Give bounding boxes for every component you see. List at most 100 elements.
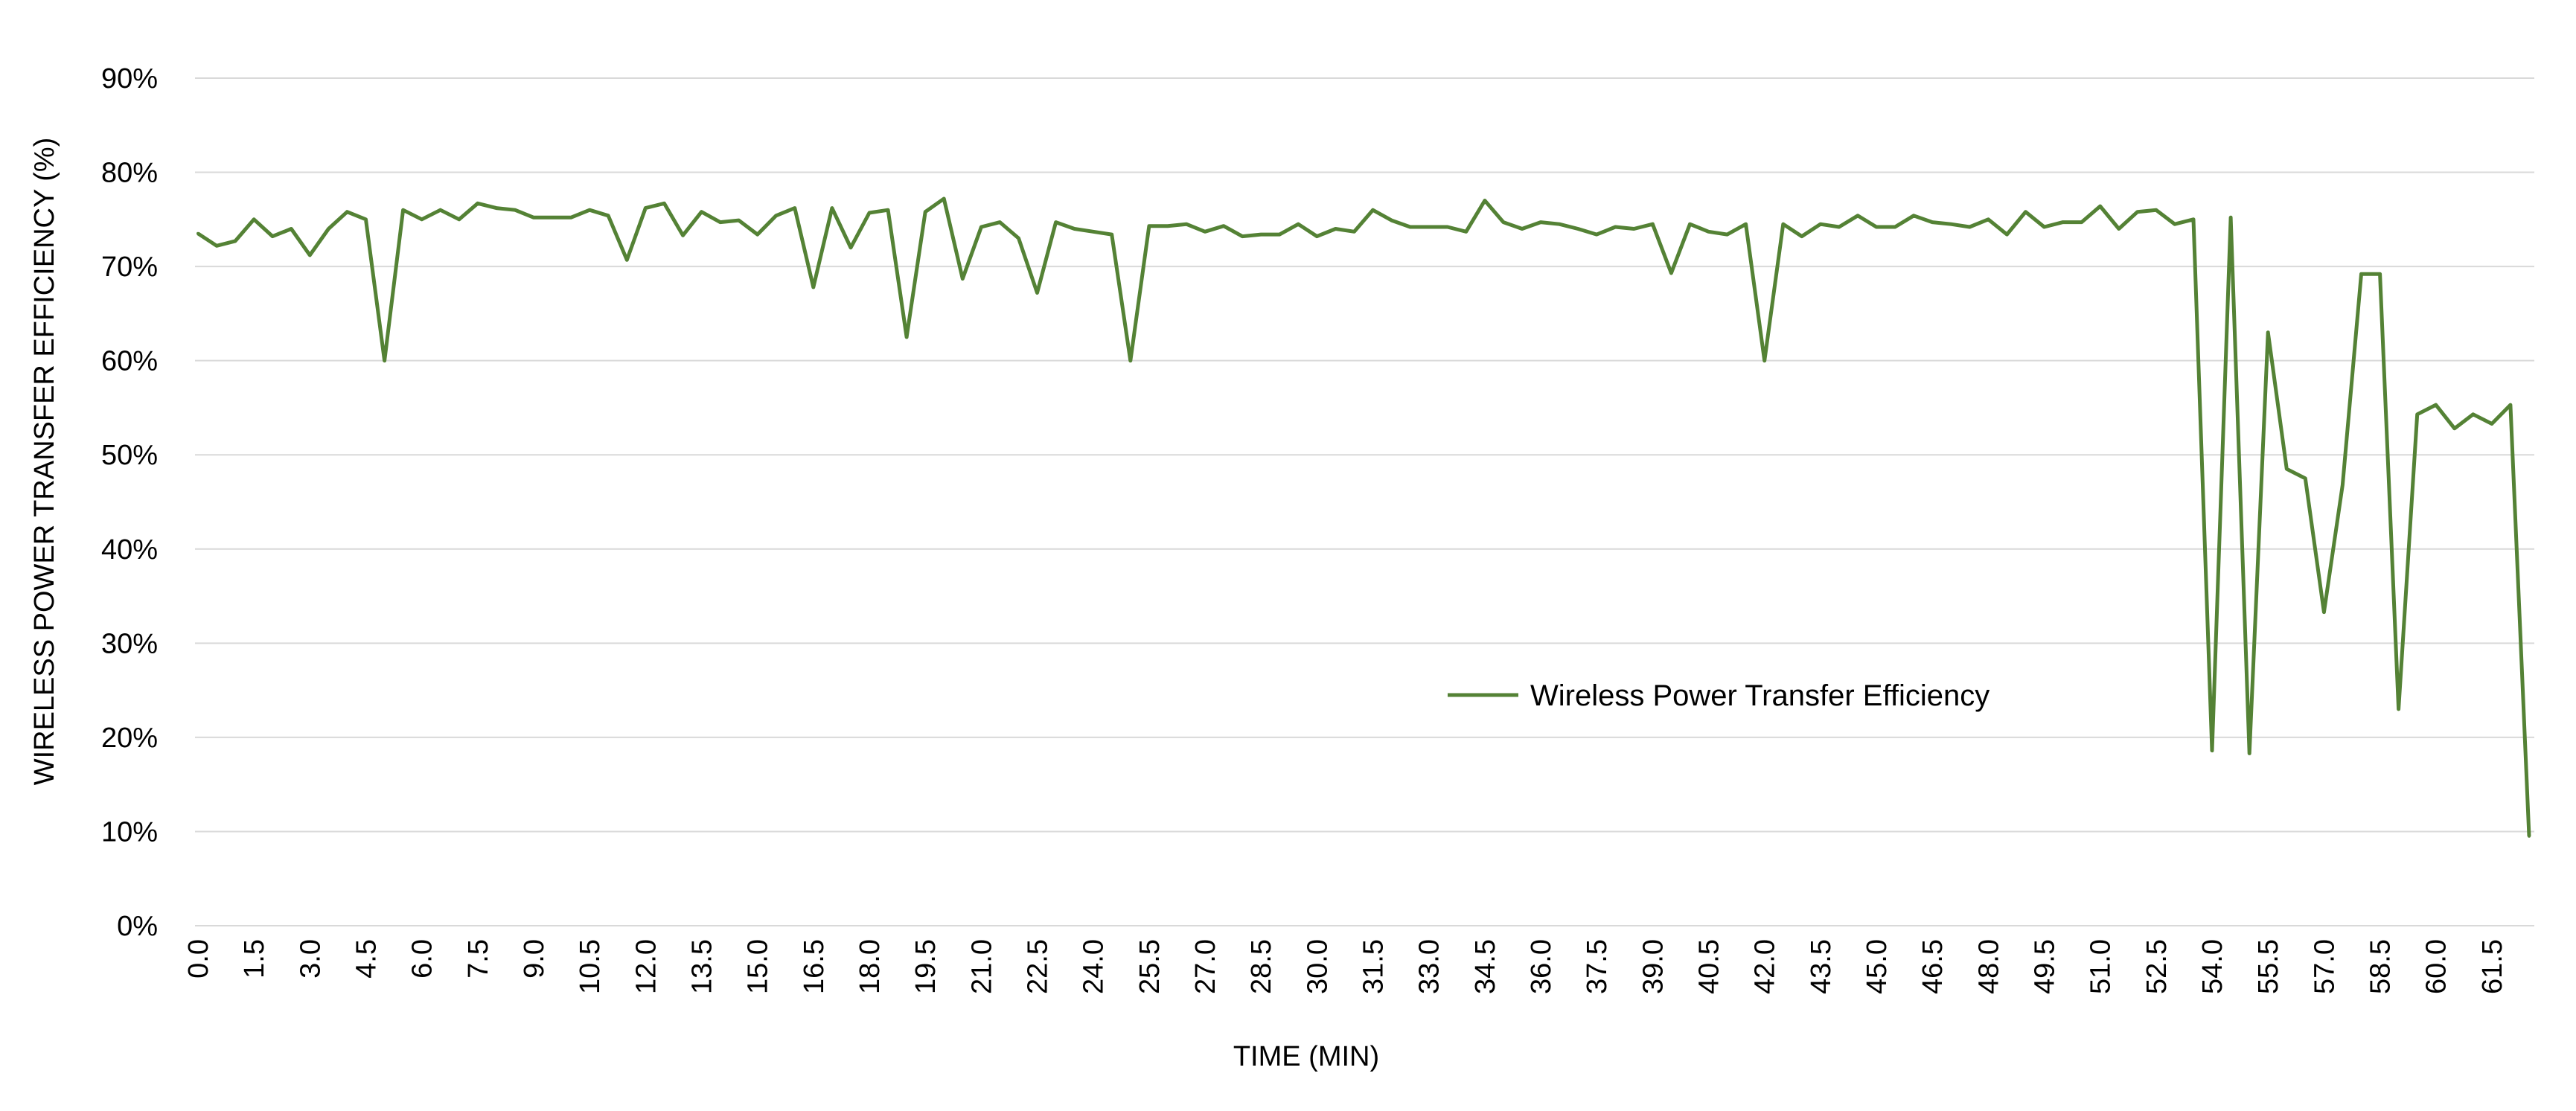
x-axis-title: TIME (MIN)	[1233, 1041, 1379, 1072]
data-point	[737, 219, 741, 222]
data-point	[308, 253, 312, 257]
data-point	[1688, 222, 1692, 226]
data-point	[2471, 412, 2475, 416]
data-point	[1204, 230, 1206, 234]
data-point	[755, 233, 759, 237]
data-point	[345, 210, 349, 214]
data-point	[1707, 230, 1710, 234]
data-point	[476, 202, 479, 205]
x-tick-label: 9.0	[519, 939, 550, 979]
data-point	[2117, 227, 2120, 231]
data-point	[1464, 230, 1468, 234]
data-point	[2415, 412, 2419, 416]
x-tick-label: 39.0	[1637, 939, 1669, 994]
y-axis-title: WIRELESS POWER TRANSFER EFFICIENCY (%)	[29, 138, 60, 786]
x-tick-label: 57.0	[2309, 939, 2340, 994]
data-point	[2192, 217, 2195, 221]
data-point	[1521, 227, 1524, 231]
data-point	[364, 217, 368, 221]
x-tick-label: 3.0	[295, 939, 326, 979]
x-tick-label: 13.5	[687, 939, 718, 994]
data-point	[588, 208, 592, 212]
data-point	[1128, 359, 1132, 362]
x-tick-label: 16.5	[799, 939, 830, 994]
x-tick-label: 48.0	[1973, 939, 2004, 994]
data-point	[2508, 403, 2512, 407]
data-point	[2005, 233, 2009, 237]
y-tick-label: 80%	[101, 158, 158, 189]
data-point	[2024, 210, 2027, 214]
x-tick-label: 4.5	[351, 939, 383, 979]
data-point	[438, 208, 442, 212]
data-point	[998, 220, 1002, 224]
data-point	[905, 336, 909, 339]
data-point	[1931, 220, 1934, 224]
data-point	[551, 216, 554, 220]
data-point	[1259, 233, 1263, 237]
data-point	[1185, 222, 1188, 226]
data-point	[811, 286, 815, 289]
data-point	[2061, 220, 2065, 224]
data-point	[234, 239, 237, 243]
data-point	[1091, 230, 1095, 234]
data-point	[1595, 233, 1599, 237]
data-point	[718, 220, 722, 224]
x-tick-label: 22.5	[1023, 939, 1054, 994]
data-point	[2211, 749, 2214, 752]
data-point	[1408, 225, 1412, 228]
data-point	[1837, 225, 1841, 228]
data-point	[1371, 208, 1375, 212]
x-tick-label: 30.0	[1302, 939, 1333, 994]
data-point	[1875, 225, 1878, 228]
data-point	[1017, 237, 1020, 240]
x-tick-label: 61.5	[2477, 939, 2508, 994]
data-point	[830, 206, 834, 210]
y-tick-label: 20%	[101, 723, 158, 754]
x-tick-label: 28.5	[1246, 939, 1277, 994]
data-point	[1427, 225, 1431, 228]
data-point	[644, 206, 648, 210]
data-point	[383, 359, 386, 362]
data-point	[2248, 752, 2251, 755]
data-point	[1110, 233, 1113, 237]
data-point	[662, 202, 666, 205]
data-point	[1539, 220, 1542, 224]
data-point	[1558, 222, 1562, 226]
data-point	[1893, 225, 1897, 228]
data-point	[401, 208, 405, 212]
x-tick-label: 58.5	[2365, 939, 2397, 994]
data-point	[271, 234, 275, 238]
data-point	[961, 277, 965, 281]
data-point	[1390, 219, 1393, 222]
data-point	[252, 217, 256, 221]
data-point	[625, 258, 629, 262]
data-point	[2434, 403, 2438, 407]
data-point	[532, 216, 535, 220]
data-point	[886, 208, 890, 212]
data-point	[2154, 208, 2158, 212]
data-point	[1222, 224, 1226, 228]
data-point	[2135, 210, 2139, 214]
data-point	[1147, 224, 1151, 228]
x-tick-label: 31.5	[1358, 939, 1390, 994]
data-point	[1614, 225, 1617, 228]
series-layer	[196, 196, 2531, 838]
x-tick-label: 24.0	[1078, 939, 1110, 994]
x-tick-label: 54.0	[2197, 939, 2228, 994]
data-point	[2322, 610, 2326, 614]
x-tick-label: 21.0	[966, 939, 997, 994]
data-point	[2266, 330, 2270, 334]
data-point	[420, 217, 424, 221]
data-point	[2229, 216, 2233, 220]
x-tick-label: 40.5	[1694, 939, 1725, 994]
data-point	[2341, 483, 2345, 487]
data-point	[2452, 426, 2456, 430]
data-point	[2378, 272, 2382, 276]
data-point	[1241, 234, 1244, 238]
data-point	[1073, 227, 1076, 231]
x-tick-label: 49.5	[2030, 939, 2061, 994]
y-tick-label: 60%	[101, 346, 158, 377]
data-point	[1725, 233, 1729, 237]
x-tick-label: 52.5	[2141, 939, 2173, 994]
